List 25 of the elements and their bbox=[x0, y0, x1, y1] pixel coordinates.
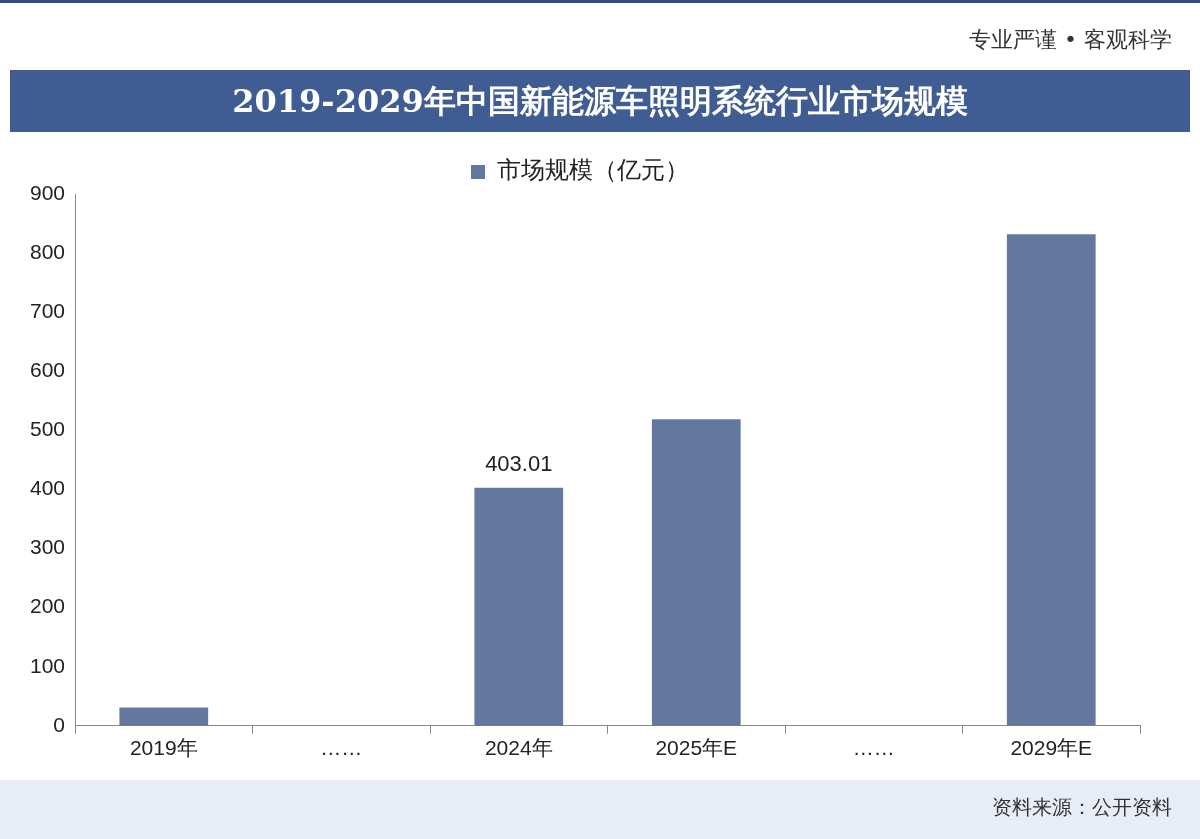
data-label: 403.01 bbox=[485, 450, 553, 476]
text: 专业严谨 • 客观科学 bbox=[969, 26, 1172, 54]
y-tick-label: 200 bbox=[29, 594, 66, 618]
y-tick-label: 900 bbox=[29, 180, 66, 204]
x-tick-label: …… bbox=[852, 736, 895, 760]
y-tick-label: 600 bbox=[29, 358, 66, 382]
y-tick-label: 700 bbox=[29, 298, 66, 322]
x-tick-label: …… bbox=[320, 736, 363, 760]
y-tick-label: 300 bbox=[29, 535, 66, 559]
x-tick-label: 2019年 bbox=[129, 736, 198, 760]
y-tick-label: 500 bbox=[29, 417, 66, 441]
x-tick-label: 2029年E bbox=[1010, 736, 1093, 760]
legend-label: 市场规模（亿元） bbox=[497, 156, 689, 185]
bar bbox=[119, 707, 209, 726]
y-tick-label: 800 bbox=[29, 239, 66, 263]
text: 资料来源：公开资料 bbox=[992, 794, 1172, 821]
bar bbox=[474, 487, 564, 726]
y-tick-label: 0 bbox=[53, 712, 66, 736]
y-tick-label: 100 bbox=[29, 653, 66, 677]
bar bbox=[651, 419, 741, 726]
x-tick-label: 2024年 bbox=[484, 736, 553, 760]
bar bbox=[1006, 234, 1096, 726]
chart-title: 2019-2029年中国新能源车照明系统行业市场规模 bbox=[10, 70, 1190, 132]
x-tick-label: 2025年E bbox=[655, 736, 738, 760]
y-tick-label: 400 bbox=[29, 476, 66, 500]
